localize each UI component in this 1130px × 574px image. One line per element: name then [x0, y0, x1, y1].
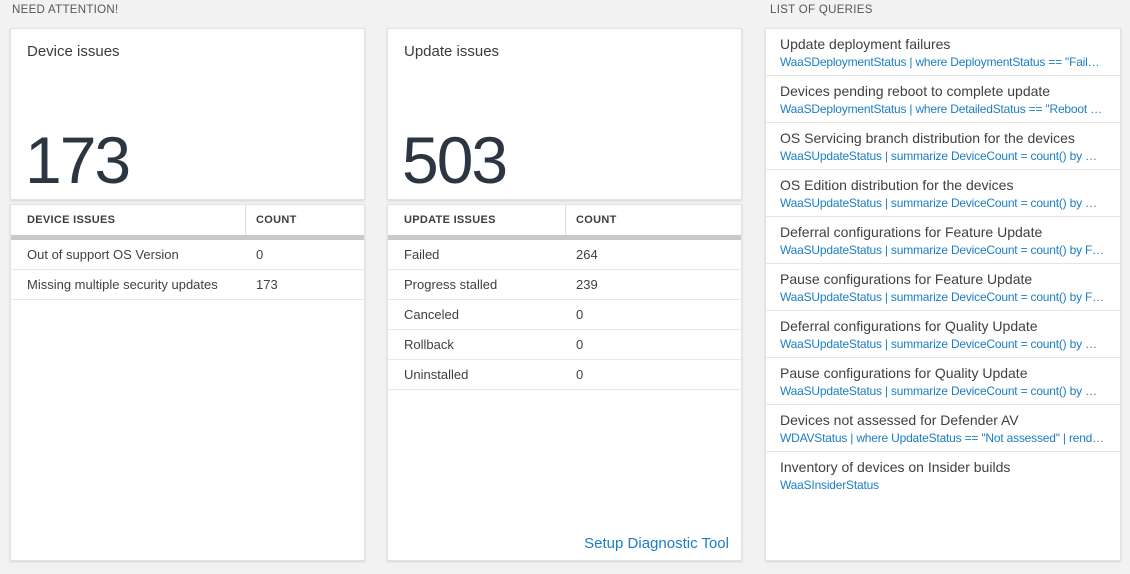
table-header-divider [388, 235, 741, 240]
issue-label: Failed [404, 247, 440, 262]
list-of-queries-panel: Update deployment failures WaaSDeploymen… [765, 28, 1121, 561]
device-issues-count: 173 [25, 123, 131, 197]
query-item[interactable]: OS Servicing branch distribution for the… [766, 123, 1120, 170]
update-issues-table-header: UPDATE ISSUES COUNT [388, 205, 741, 235]
table-row[interactable]: Out of support OS Version 0 [11, 240, 364, 270]
update-issues-tile[interactable]: Update issues 503 [387, 28, 742, 200]
query-item[interactable]: Deferral configurations for Quality Upda… [766, 311, 1120, 358]
query-title: OS Edition distribution for the devices [780, 177, 1014, 193]
query-item[interactable]: Pause configurations for Quality Update … [766, 358, 1120, 405]
query-title: OS Servicing branch distribution for the… [780, 130, 1075, 146]
device-issues-tile-title: Device issues [27, 43, 120, 60]
query-title: Pause configurations for Quality Update [780, 365, 1028, 381]
query-title: Inventory of devices on Insider builds [780, 459, 1011, 475]
issue-count: 0 [576, 307, 584, 322]
table-header-divider [11, 235, 364, 240]
issue-label: Out of support OS Version [27, 247, 179, 262]
device-issues-tile[interactable]: Device issues 173 [10, 28, 365, 200]
issue-label: Rollback [404, 337, 454, 352]
update-issues-column-header: UPDATE ISSUES [404, 214, 496, 226]
update-issues-tile-title: Update issues [404, 43, 500, 60]
update-issues-table: UPDATE ISSUES COUNT Failed 264 Progress … [387, 204, 742, 561]
table-row[interactable]: Rollback 0 [388, 330, 741, 360]
count-column-header: COUNT [565, 205, 741, 235]
table-row[interactable]: Progress stalled 239 [388, 270, 741, 300]
query-link[interactable]: WaaSUpdateStatus | summarize DeviceCount… [780, 149, 1106, 163]
update-issues-count: 503 [402, 123, 508, 197]
query-title: Update deployment failures [780, 36, 951, 52]
issue-count: 173 [256, 277, 278, 292]
query-link[interactable]: WaaSUpdateStatus | summarize DeviceCount… [780, 243, 1106, 257]
need-attention-section-title: NEED ATTENTION! [12, 4, 119, 16]
query-title: Deferral configurations for Quality Upda… [780, 318, 1038, 334]
table-row[interactable]: Failed 264 [388, 240, 741, 270]
query-item[interactable]: Deferral configurations for Feature Upda… [766, 217, 1120, 264]
issue-count: 0 [576, 337, 584, 352]
issue-label: Canceled [404, 307, 459, 322]
query-link[interactable]: WaaSDeploymentStatus | where DeploymentS… [780, 55, 1106, 69]
query-title: Pause configurations for Feature Update [780, 271, 1033, 287]
query-link[interactable]: WDAVStatus | where UpdateStatus == "Not … [780, 431, 1106, 445]
count-column-header: COUNT [245, 205, 364, 235]
query-item[interactable]: Pause configurations for Feature Update … [766, 264, 1120, 311]
query-link[interactable]: WaaSDeploymentStatus | where DetailedSta… [780, 102, 1106, 116]
table-row[interactable]: Uninstalled 0 [388, 360, 741, 390]
query-title: Deferral configurations for Feature Upda… [780, 224, 1043, 240]
setup-diagnostic-tool-link[interactable]: Setup Diagnostic Tool [584, 535, 729, 552]
query-link[interactable]: WaaSUpdateStatus | summarize DeviceCount… [780, 337, 1106, 351]
query-item[interactable]: Inventory of devices on Insider builds W… [766, 452, 1120, 498]
issue-count: 264 [576, 247, 598, 262]
query-item[interactable]: OS Edition distribution for the devices … [766, 170, 1120, 217]
table-row[interactable]: Canceled 0 [388, 300, 741, 330]
query-item[interactable]: Devices pending reboot to complete updat… [766, 76, 1120, 123]
table-row[interactable]: Missing multiple security updates 173 [11, 270, 364, 300]
device-issues-column-header: DEVICE ISSUES [27, 214, 116, 226]
query-title: Devices not assessed for Defender AV [780, 412, 1019, 428]
query-link[interactable]: WaaSInsiderStatus [780, 478, 879, 492]
query-item[interactable]: Update deployment failures WaaSDeploymen… [766, 29, 1120, 76]
query-title: Devices pending reboot to complete updat… [780, 83, 1051, 99]
query-link[interactable]: WaaSUpdateStatus | summarize DeviceCount… [780, 290, 1106, 304]
list-of-queries-section-title: LIST OF QUERIES [770, 4, 873, 16]
device-issues-table-header: DEVICE ISSUES COUNT [11, 205, 364, 235]
issue-count: 239 [576, 277, 598, 292]
issue-count: 0 [256, 247, 264, 262]
query-item[interactable]: Devices not assessed for Defender AV WDA… [766, 405, 1120, 452]
query-link[interactable]: WaaSUpdateStatus | summarize DeviceCount… [780, 196, 1106, 210]
issue-label: Missing multiple security updates [27, 277, 218, 292]
device-issues-table: DEVICE ISSUES COUNT Out of support OS Ve… [10, 204, 365, 561]
query-link[interactable]: WaaSUpdateStatus | summarize DeviceCount… [780, 384, 1106, 398]
issue-label: Uninstalled [404, 367, 469, 382]
issue-label: Progress stalled [404, 277, 498, 292]
issue-count: 0 [576, 367, 584, 382]
